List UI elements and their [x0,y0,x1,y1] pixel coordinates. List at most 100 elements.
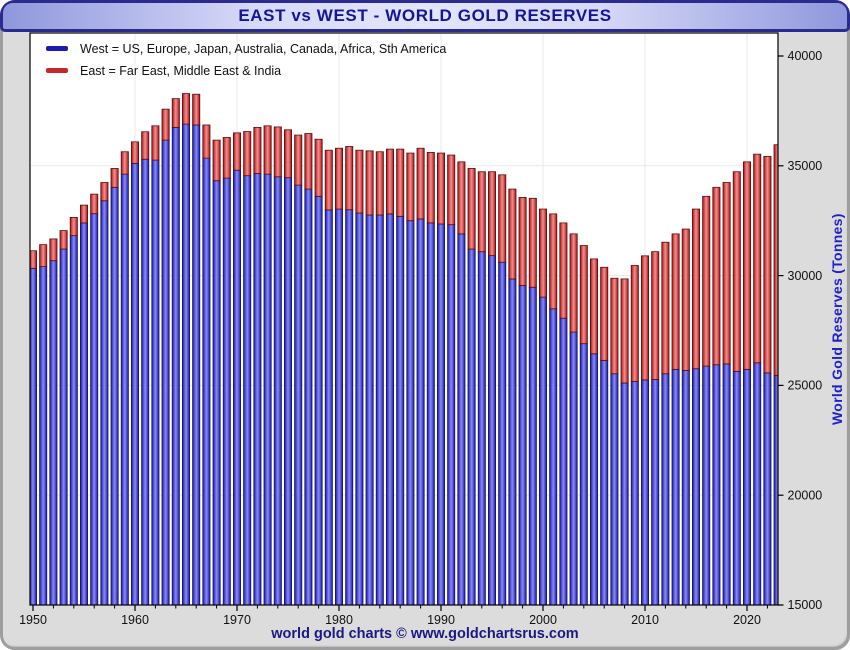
bar-east-2015 [692,208,701,370]
bar-west-2017 [712,364,721,605]
bar-west-2003 [569,331,578,605]
bar-west-2014 [681,370,690,605]
bar-west-1985 [385,213,394,605]
svg-text:1950: 1950 [19,613,47,627]
bar-west-1994 [477,251,486,605]
bar-east-2009 [630,265,639,382]
bar-east-2005 [590,258,599,355]
bar-east-2000 [539,208,548,298]
bar-west-2005 [590,353,599,605]
bar-west-1964 [171,126,180,605]
bar-west-1952 [49,260,58,605]
bar-east-1986 [396,148,405,217]
bar-east-1998 [518,197,527,286]
bar-east-2020 [743,161,752,370]
bar-west-1953 [59,248,68,605]
bar-west-1993 [467,248,476,605]
bar-west-2016 [702,365,711,605]
svg-text:2000: 2000 [529,613,557,627]
bar-west-1996 [498,261,507,605]
svg-text:40000: 40000 [788,49,823,63]
svg-text:15000: 15000 [788,598,823,612]
bar-east-1990 [436,152,445,225]
bar-east-2012 [661,241,670,375]
bar-east-1952 [49,238,58,262]
legend-item-east: East = Far East, Middle East & India [46,63,446,78]
bar-east-1999 [528,197,537,288]
title-bar: EAST vs WEST - WORLD GOLD RESERVES [0,0,850,32]
bar-west-1991 [447,224,456,605]
west-series-swatch-icon [46,46,68,51]
bar-west-2012 [661,373,670,605]
bar-east-1977 [304,133,313,190]
bar-east-1970 [232,132,241,171]
svg-text:35000: 35000 [788,159,823,173]
bar-east-1958 [110,168,119,188]
bar-east-2017 [712,186,721,366]
bar-east-2006 [600,266,609,361]
bar-west-2010 [641,379,650,605]
bar-west-2001 [549,308,558,605]
bar-east-1951 [39,244,48,267]
bar-west-1957 [100,200,109,605]
bar-west-1988 [416,218,425,605]
bar-west-1976 [294,184,303,605]
bar-west-2021 [753,362,762,605]
svg-text:1960: 1960 [121,613,149,627]
bar-east-1993 [467,168,476,250]
bar-west-1975 [283,177,292,605]
bar-west-1982 [355,212,364,605]
bar-west-2009 [630,381,639,605]
bar-east-1987 [406,152,415,222]
bar-east-2011 [651,251,660,380]
bar-east-1994 [477,171,486,253]
y-axis-title: World Gold Reserves (Tonnes) [829,213,845,425]
bar-east-1965 [181,93,190,125]
bar-west-2022 [763,372,772,605]
bar-east-1961 [141,131,150,160]
bar-east-1979 [324,149,333,211]
bar-east-1988 [416,147,425,220]
bar-west-2006 [600,359,609,605]
bar-west-1973 [263,173,272,605]
bar-west-1965 [181,123,190,605]
bar-east-1981 [345,146,354,211]
bar-west-1959 [120,173,129,605]
bar-west-2007 [610,373,619,605]
axis-ticks [32,55,784,611]
bar-east-1980 [334,147,343,210]
svg-text:2020: 2020 [733,613,761,627]
bar-west-1968 [212,180,221,605]
svg-text:1980: 1980 [325,613,353,627]
bar-west-1951 [39,266,48,605]
bar-east-2003 [569,233,578,333]
bar-east-1974 [273,126,282,178]
svg-text:1970: 1970 [223,613,251,627]
bar-west-1997 [508,278,517,605]
bar-east-1976 [294,134,303,186]
bar-east-1964 [171,98,180,128]
bar-east-1959 [120,151,129,175]
bar-west-2015 [692,368,701,605]
bar-west-1977 [304,188,313,605]
bar-east-1991 [447,154,456,226]
bar-east-1955 [80,204,89,224]
bar-east-2001 [549,213,558,310]
bar-west-1984 [375,214,384,605]
bar-west-1998 [518,285,527,605]
bars-layer [30,93,778,605]
bar-east-1969 [222,137,231,179]
bar-east-1984 [375,151,384,216]
legend-label-east: East = Far East, Middle East & India [80,63,282,78]
bar-east-2010 [641,255,650,381]
bar-west-1983 [365,214,374,605]
bar-east-1962 [151,125,160,161]
bar-east-1960 [130,141,139,164]
bar-west-1955 [80,222,89,605]
bar-east-1968 [212,139,221,182]
bar-west-1961 [141,158,150,605]
bar-east-2019 [732,171,741,372]
svg-text:1990: 1990 [427,613,455,627]
bar-west-1987 [406,220,415,605]
